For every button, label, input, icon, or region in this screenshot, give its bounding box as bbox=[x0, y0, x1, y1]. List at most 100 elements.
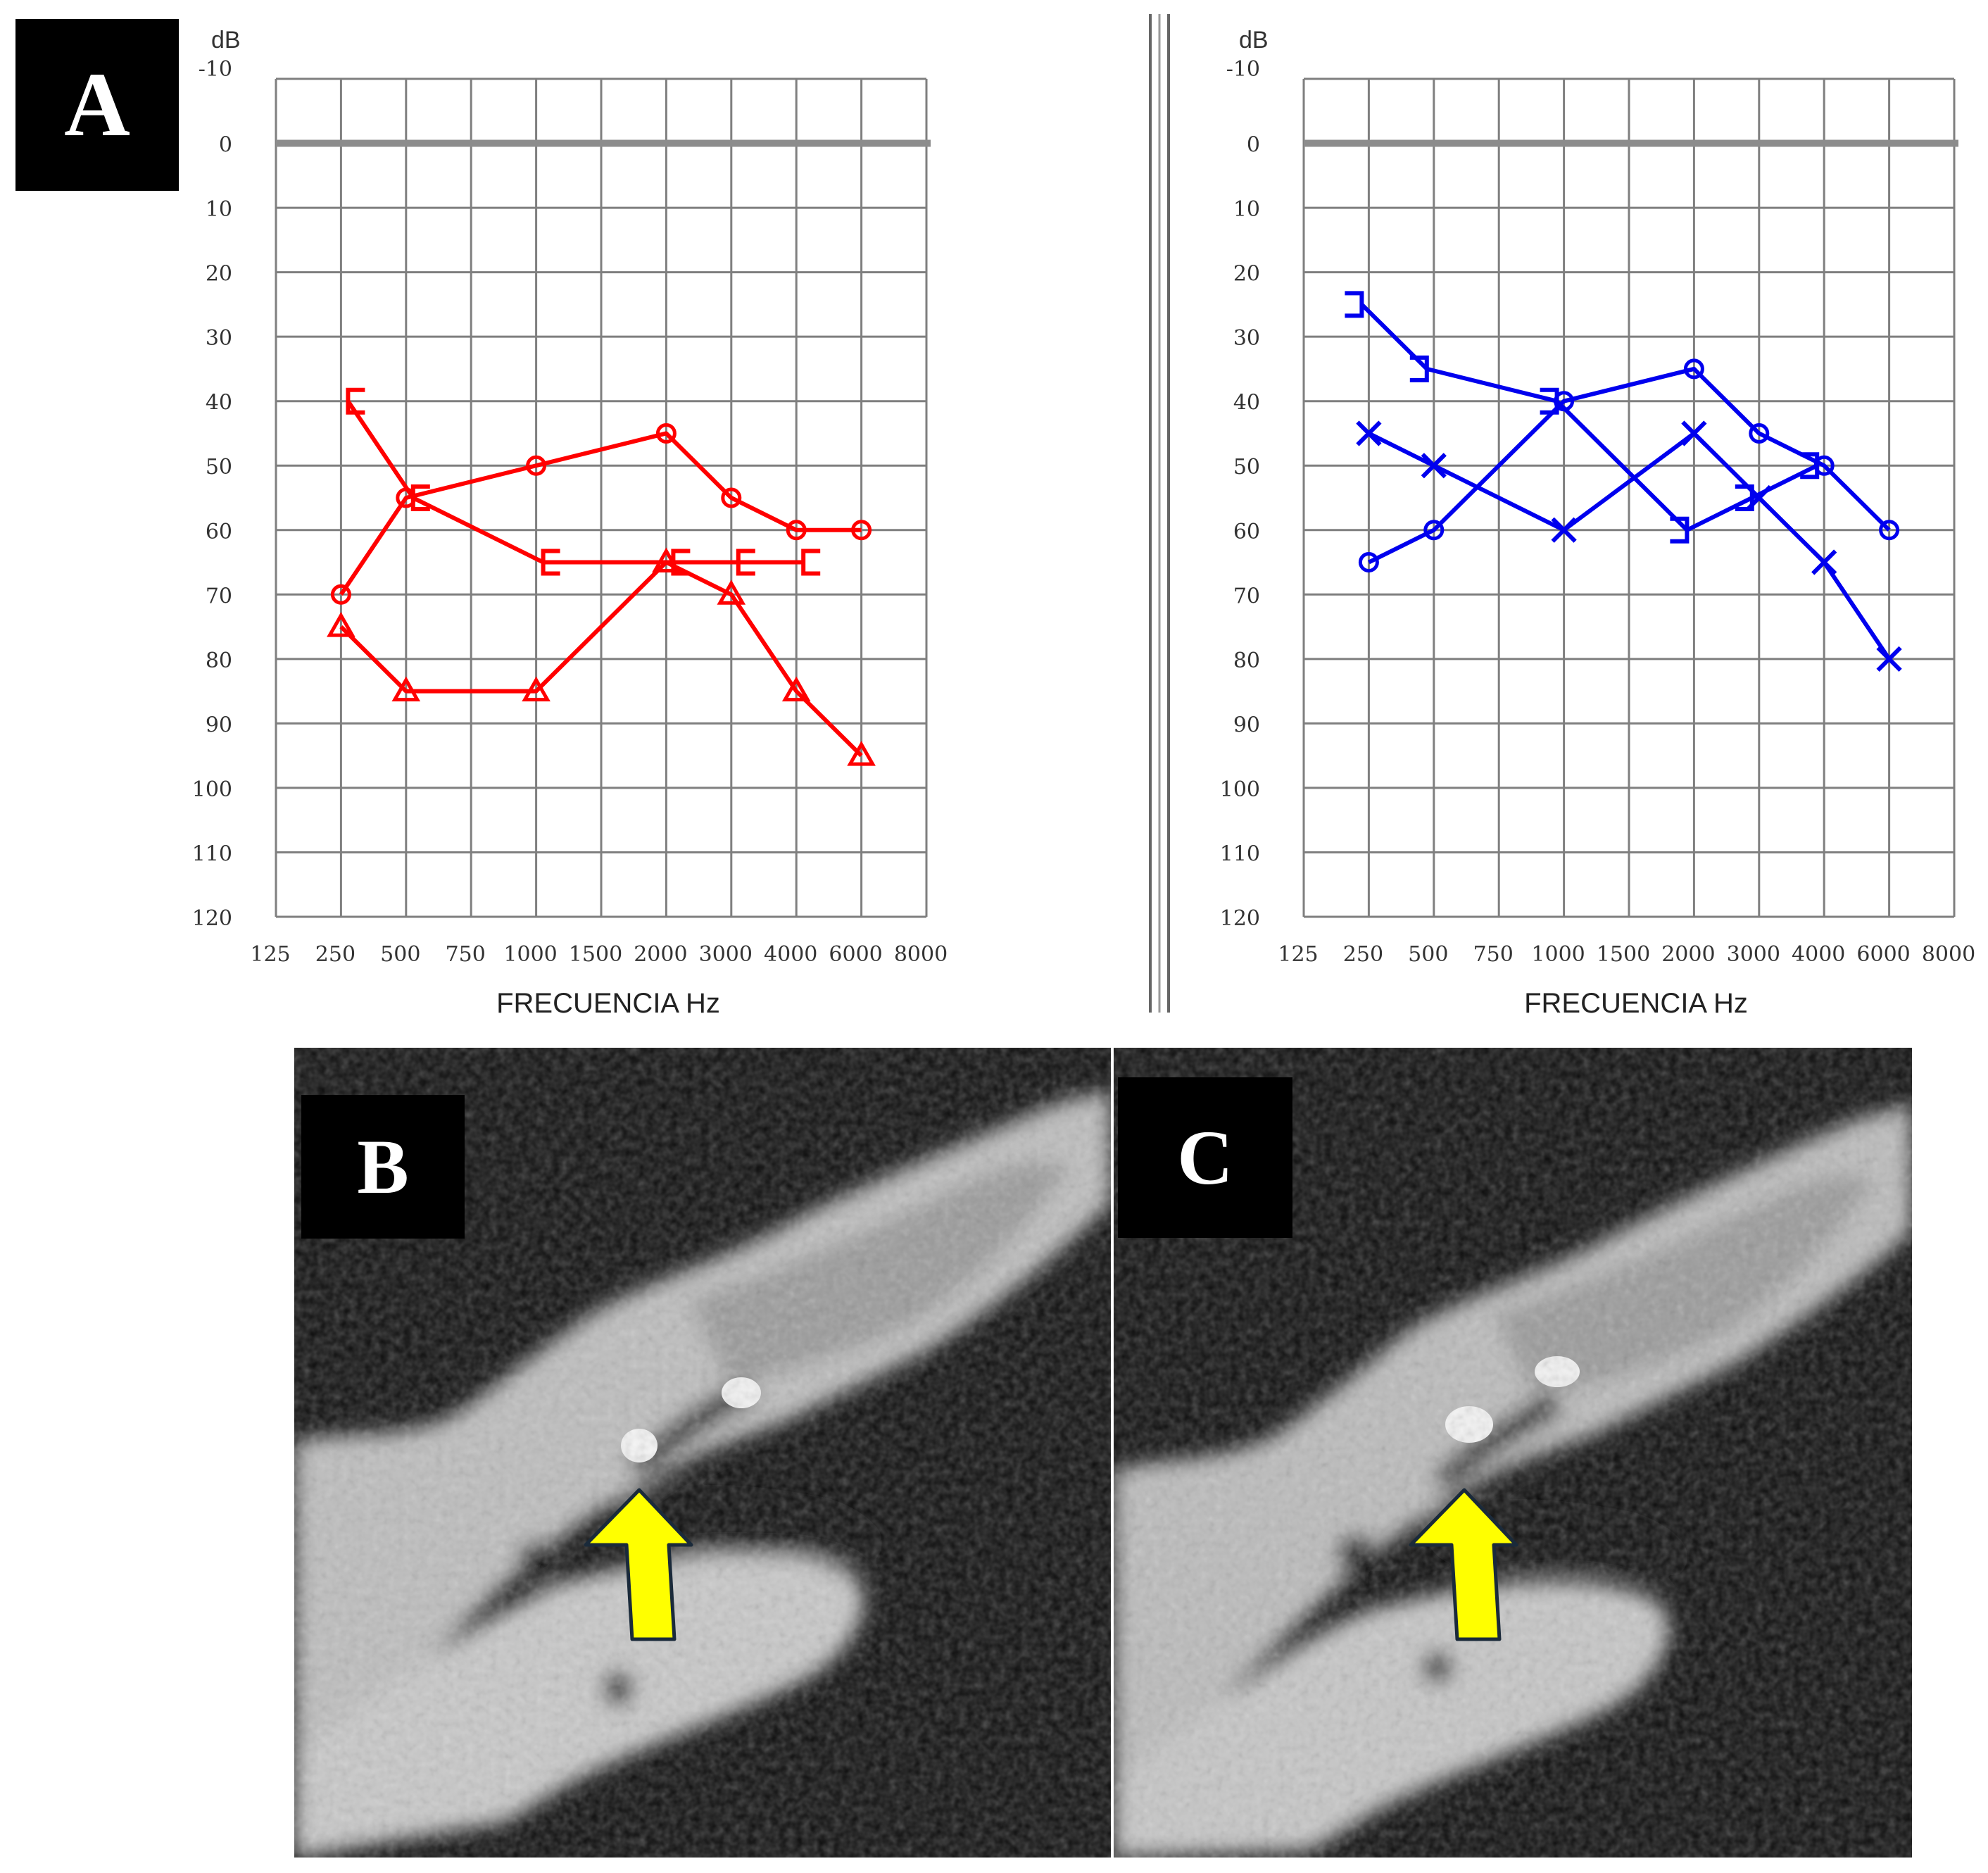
x-tick-label: 8000 bbox=[894, 942, 948, 967]
circle-marker bbox=[1879, 520, 1900, 541]
x-tick-label: 6000 bbox=[1856, 942, 1910, 967]
x-tick-label: 3000 bbox=[699, 942, 753, 967]
x-tick-label: 1000 bbox=[1531, 942, 1585, 967]
x-tick-label: 4000 bbox=[764, 942, 817, 967]
series-line bbox=[1368, 366, 1891, 565]
x-tick-label: 3000 bbox=[1727, 942, 1780, 967]
x-tick-label: 250 bbox=[1343, 942, 1383, 967]
y-tick-label: 70 bbox=[206, 584, 232, 608]
cross-marker bbox=[1681, 420, 1707, 446]
y-tick-label: 50 bbox=[206, 455, 232, 480]
y-tick-label: 30 bbox=[1233, 326, 1260, 351]
arrow-b bbox=[584, 1488, 693, 1641]
bracket-marker bbox=[801, 549, 821, 576]
triangle-marker bbox=[391, 676, 421, 702]
y-tick-label: 60 bbox=[206, 520, 232, 544]
bracket-marker bbox=[1540, 387, 1559, 415]
circle-marker bbox=[851, 520, 872, 541]
y-tick-label: 110 bbox=[1220, 841, 1260, 866]
panel-label-a: A bbox=[15, 19, 179, 191]
series-line bbox=[1360, 303, 1818, 532]
y-tick-label: 90 bbox=[206, 713, 232, 737]
y-tick-label: 40 bbox=[206, 391, 232, 415]
cross-marker bbox=[1811, 549, 1837, 575]
y-unit-label: dB bbox=[211, 27, 241, 54]
y-tick-label: 50 bbox=[1233, 455, 1260, 480]
y-tick-label: -10 bbox=[1226, 57, 1260, 82]
audiogram-left-ear: -10 0 10 20 30 40 50 60 70 80 90 100 110 120 dB 125 250 5… bbox=[1220, 27, 1975, 1019]
circle-marker bbox=[1683, 358, 1704, 380]
y-unit-label: dB bbox=[1239, 27, 1269, 54]
cross-marker bbox=[1356, 420, 1382, 446]
y-tick-label: -10 bbox=[199, 57, 232, 82]
bracket-marker bbox=[1800, 452, 1820, 480]
y-tick-label: 100 bbox=[192, 777, 232, 802]
panel-label-b: B bbox=[301, 1095, 465, 1239]
x-tick-label: 125 bbox=[1278, 942, 1318, 967]
series-circle bbox=[1358, 358, 1900, 573]
panel-divider bbox=[1149, 14, 1170, 1013]
circle-marker bbox=[330, 584, 351, 605]
bracket-marker bbox=[1345, 291, 1364, 318]
y-tick-label: 0 bbox=[219, 133, 232, 158]
triangle-marker bbox=[847, 741, 876, 766]
circle-marker bbox=[526, 455, 547, 476]
y-tick-label: 0 bbox=[1247, 133, 1260, 158]
triangle-marker bbox=[781, 676, 811, 702]
y-tick-label: 40 bbox=[1233, 391, 1260, 415]
triangle-marker bbox=[522, 676, 551, 702]
x-tick-label: 500 bbox=[380, 942, 420, 967]
cross-marker bbox=[1421, 453, 1447, 479]
y-tick-label: 90 bbox=[1233, 713, 1260, 737]
series-bracket-open-left bbox=[1345, 291, 1820, 544]
y-tick-label: 10 bbox=[1233, 197, 1260, 222]
audiogram-grid bbox=[1302, 77, 1958, 918]
x-tick-label: 2000 bbox=[1661, 942, 1715, 967]
audiogram-right-ear: -10 0 10 20 30 40 50 60 70 80 90 100 110 120 dB 125 250 5… bbox=[192, 27, 948, 1019]
circle-marker bbox=[1423, 520, 1445, 541]
bracket-marker bbox=[541, 549, 560, 576]
y-tick-label: 100 bbox=[1220, 777, 1260, 802]
x-tick-label: 750 bbox=[446, 942, 486, 967]
series-line bbox=[346, 400, 804, 565]
y-tick-label: 80 bbox=[1233, 649, 1260, 673]
y-tick-label: 60 bbox=[1233, 520, 1260, 544]
x-tick-label: 1500 bbox=[1597, 942, 1650, 967]
y-tick-label: 70 bbox=[1233, 584, 1260, 608]
x-tick-label: 500 bbox=[1408, 942, 1448, 967]
cross-marker bbox=[1876, 646, 1902, 672]
mri-image-b bbox=[294, 1048, 1111, 1858]
x-tick-label: 2000 bbox=[634, 942, 687, 967]
y-tick-label: 110 bbox=[192, 841, 232, 866]
circle-marker bbox=[786, 520, 807, 541]
x-tick-label: 6000 bbox=[829, 942, 882, 967]
panel-label-c: C bbox=[1118, 1077, 1292, 1238]
series-circle bbox=[330, 422, 872, 605]
y-tick-label: 20 bbox=[206, 262, 232, 287]
x-tick-label: 750 bbox=[1473, 942, 1514, 967]
bracket-marker bbox=[1735, 484, 1754, 511]
y-tick-label: 10 bbox=[206, 197, 232, 222]
circle-marker bbox=[1749, 422, 1770, 444]
bracket-marker bbox=[736, 549, 755, 576]
x-axis-label: FRECUENCIA Hz bbox=[1524, 988, 1748, 1019]
bracket-marker bbox=[1670, 516, 1690, 544]
triangle-marker bbox=[327, 612, 356, 637]
audiogram-grid bbox=[275, 77, 931, 918]
triangle-marker bbox=[717, 580, 746, 605]
x-tick-label: 8000 bbox=[1922, 942, 1975, 967]
circle-marker bbox=[655, 422, 677, 444]
y-tick-label: 30 bbox=[206, 326, 232, 351]
bracket-marker bbox=[1409, 355, 1429, 382]
y-tick-label: 120 bbox=[192, 906, 232, 931]
mri-image-c bbox=[1114, 1048, 1912, 1858]
x-tick-label: 250 bbox=[315, 942, 356, 967]
y-tick-label: 20 bbox=[1233, 262, 1260, 287]
bracket-marker bbox=[671, 549, 691, 576]
circle-marker bbox=[1358, 552, 1379, 573]
bracket-marker bbox=[410, 484, 430, 511]
x-tick-label: 1000 bbox=[503, 942, 557, 967]
cross-marker bbox=[1551, 517, 1577, 543]
y-tick-label: 80 bbox=[206, 649, 232, 673]
x-tick-label: 4000 bbox=[1792, 942, 1845, 967]
